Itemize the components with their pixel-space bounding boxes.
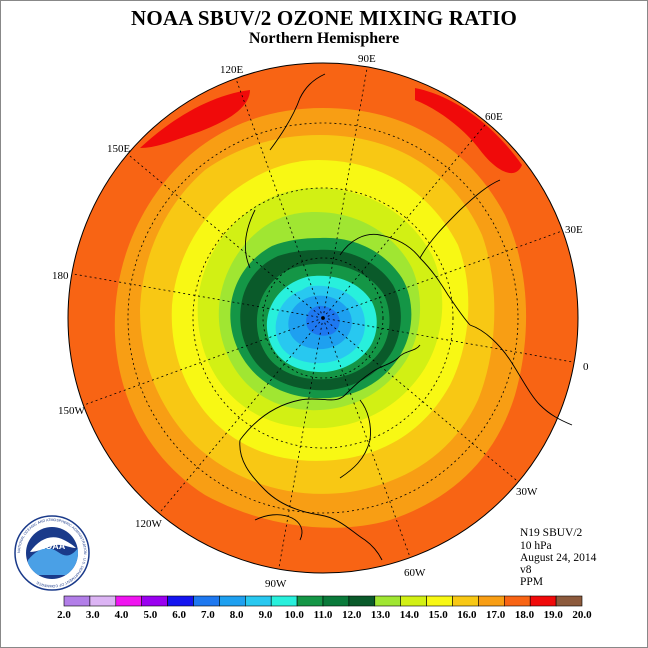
hemisphere-boundary	[67, 62, 579, 574]
coastline-greenland	[339, 399, 371, 479]
graticule	[127, 122, 519, 514]
lon-label-150w: 150W	[58, 405, 86, 417]
lon-label-30e: 30E	[565, 224, 583, 236]
coastline-asia-pacific	[269, 73, 326, 151]
lon-label-0: 0	[583, 361, 589, 373]
logo-wave	[28, 548, 78, 575]
lon-label-150e: 150E	[107, 143, 131, 155]
contour-19ppm-east	[415, 88, 522, 174]
coastline-europe	[419, 179, 501, 259]
longitude-labels: 90E 60E 30E 0 30W 60W 90W 120W 150W 180 …	[52, 53, 589, 590]
lon-label-120w: 120W	[135, 518, 163, 530]
latitude-circle-30	[127, 122, 519, 514]
coastline-north-america-east	[239, 439, 383, 561]
coastline-alaska	[244, 209, 256, 269]
noaa-logo: NOAA NATIONAL OCEANIC AND ATMOSPHERIC AD…	[14, 515, 90, 591]
coastline-north-america-north	[239, 344, 421, 441]
latitude-circle-50	[192, 187, 454, 449]
latitude-circle-70	[262, 257, 384, 379]
info-level: 10 hPa	[520, 540, 552, 552]
figure-subtitle: Northern Hemisphere	[248, 30, 400, 47]
lon-label-90e: 90E	[358, 53, 376, 65]
lon-label-180: 180	[52, 270, 69, 282]
logo-bird	[30, 537, 76, 552]
info-date: August 24, 2014	[520, 552, 597, 564]
contour-19ppm-west	[140, 90, 250, 148]
figure-title: NOAA SBUV/2 OZONE MIXING RATIO	[131, 6, 517, 30]
info-units: PPM	[520, 576, 544, 588]
coastline-africa-north	[469, 324, 573, 426]
logo-text: NOAA	[39, 541, 66, 551]
info-instrument: N19 SBUV/2	[520, 527, 583, 539]
lon-label-120e: 120E	[220, 64, 244, 76]
info-version: v8	[520, 564, 532, 576]
coastline-gulf	[254, 514, 303, 541]
lon-label-60e: 60E	[485, 111, 503, 123]
lon-label-60w: 60W	[404, 567, 426, 579]
contour-6ppm	[306, 305, 340, 336]
coastlines	[239, 73, 573, 561]
lon-label-90w: 90W	[265, 578, 287, 590]
lon-label-30w: 30W	[516, 486, 538, 498]
